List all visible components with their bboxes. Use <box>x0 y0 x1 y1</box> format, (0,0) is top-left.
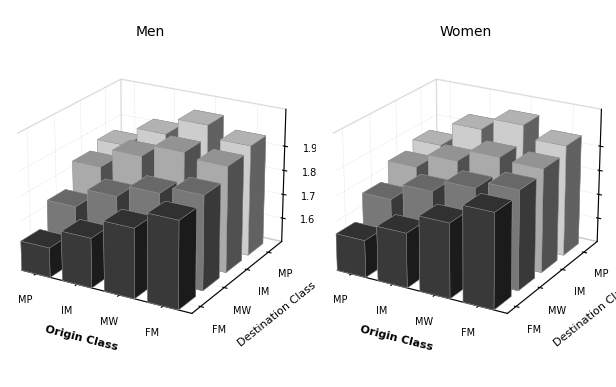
Y-axis label: Destination Class: Destination Class <box>552 281 616 349</box>
Title: Men: Men <box>136 25 165 39</box>
X-axis label: Origin Class: Origin Class <box>44 324 119 353</box>
Title: Women: Women <box>440 25 492 39</box>
Y-axis label: Destination Class: Destination Class <box>236 281 318 349</box>
X-axis label: Origin Class: Origin Class <box>359 324 434 353</box>
